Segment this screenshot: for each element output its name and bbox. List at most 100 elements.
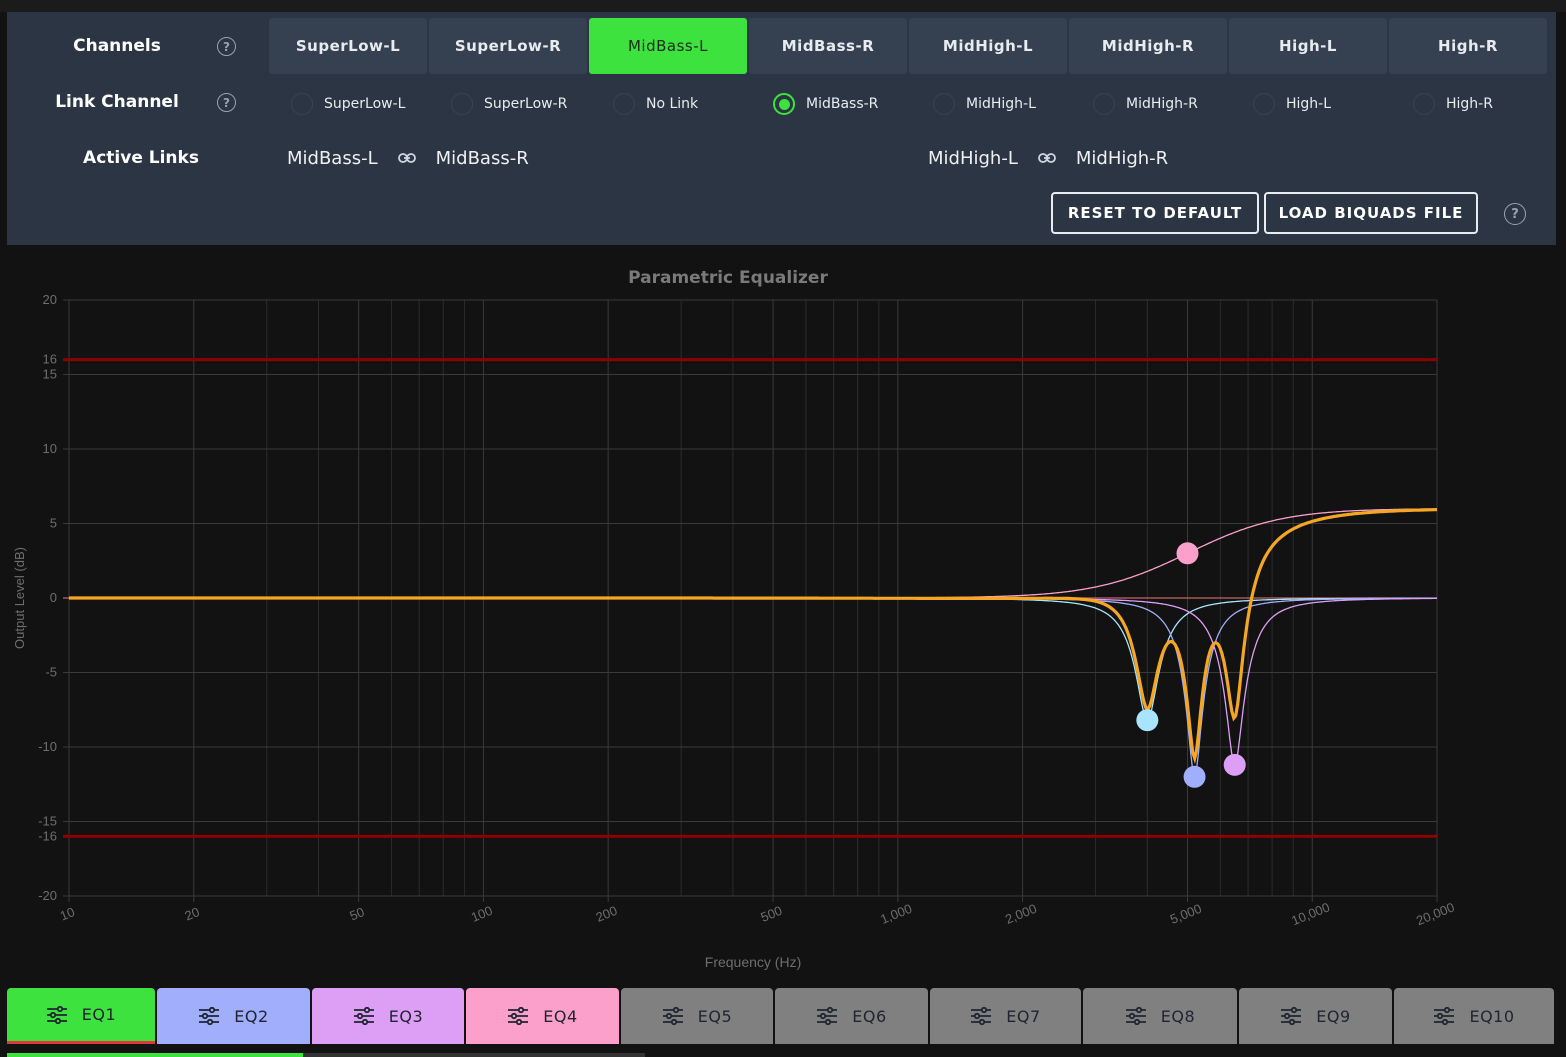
channel-button-midhigh-r[interactable]: MidHigh-R [1069, 18, 1227, 74]
y-tick-label: -10 [38, 739, 57, 754]
eq-tab-label: EQ3 [388, 1006, 424, 1026]
active-links-label: Active Links [83, 148, 199, 168]
y-tick-label: 15 [43, 367, 57, 382]
radio-circle-icon[interactable] [1413, 93, 1435, 115]
y-tick-label: 16 [43, 352, 57, 367]
link-radio-high-l[interactable]: High-L [1253, 92, 1331, 116]
link-radio-midhigh-r[interactable]: MidHigh-R [1093, 92, 1198, 116]
radio-circle-icon[interactable] [291, 93, 313, 115]
channel-button-midhigh-l[interactable]: MidHigh-L [909, 18, 1067, 74]
active-link-pair: MidHigh-L MidHigh-R [928, 148, 1168, 169]
x-axis-label: Frequency (Hz) [705, 954, 801, 970]
radio-circle-icon[interactable] [773, 93, 795, 115]
y-tick-label: 5 [50, 516, 57, 531]
link-channel-help-icon[interactable]: ? [217, 93, 236, 112]
eq-tab-eq7[interactable]: EQ7 [930, 988, 1081, 1044]
y-tick-label: -20 [38, 888, 57, 903]
link-radio-label: MidBass-R [806, 96, 879, 112]
radio-circle-icon[interactable] [1093, 93, 1115, 115]
top-strip [0, 0, 1566, 12]
chain-link-icon[interactable] [1037, 149, 1056, 168]
eq-tab-label: EQ5 [697, 1006, 733, 1026]
x-tick-label: 500 [759, 903, 785, 925]
chain-link-icon[interactable] [397, 149, 416, 168]
link-radio-high-r[interactable]: High-R [1413, 92, 1493, 116]
chart-title: Parametric Equalizer [628, 268, 828, 288]
combined-response-curve [69, 508, 1438, 765]
eq-tab-eq9[interactable]: EQ9 [1239, 988, 1392, 1044]
sliders-icon [46, 1005, 67, 1024]
eq-tab-eq1[interactable]: EQ1 [7, 988, 155, 1044]
link-radio-midbass-r[interactable]: MidBass-R [773, 92, 878, 116]
eq-tab-label: EQ4 [543, 1006, 578, 1026]
channel-button-midbass-l[interactable]: MidBass-L [589, 18, 747, 74]
sliders-icon [199, 1007, 220, 1025]
active-tab-underline [7, 1053, 303, 1057]
link-radio-label: High-R [1446, 96, 1493, 112]
eq-tab-label: EQ8 [1160, 1006, 1196, 1026]
radio-circle-icon[interactable] [933, 93, 955, 115]
channel-panel: Channels ? Link Channel ? Active Links S… [7, 12, 1556, 245]
filter-handle-2[interactable] [1183, 765, 1206, 788]
x-tick-label: 2,000 [1003, 901, 1039, 927]
reset-to-default-button[interactable]: RESET TO DEFAULT [1051, 192, 1259, 234]
y-tick-label: -15 [38, 814, 57, 829]
link-radio-superlow-l[interactable]: SuperLow-L [291, 92, 405, 116]
x-tick-label: 50 [347, 904, 366, 923]
load-biquads-button[interactable]: LOAD BIQUADS FILE [1264, 192, 1478, 234]
buttons-help-icon[interactable]: ? [1504, 203, 1526, 225]
link-radio-midhigh-l[interactable]: MidHigh-L [933, 92, 1036, 116]
eq-tab-eq10[interactable]: EQ10 [1394, 988, 1554, 1044]
sliders-icon [1434, 1007, 1455, 1025]
link-radio-no-link[interactable]: No Link [613, 92, 698, 116]
eq-tab-label: EQ2 [234, 1006, 269, 1026]
channel-button-high-l[interactable]: High-L [1229, 18, 1387, 74]
eq-tab-eq6[interactable]: EQ6 [775, 988, 928, 1044]
channels-help-icon[interactable]: ? [217, 37, 236, 56]
link-radio-label: No Link [646, 96, 699, 112]
channel-button-midbass-r[interactable]: MidBass-R [749, 18, 907, 74]
link-radio-superlow-r[interactable]: SuperLow-R [451, 92, 567, 116]
link-target: MidBass-R [435, 148, 529, 169]
eq-tab-eq4[interactable]: EQ4 [466, 988, 619, 1044]
y-tick-label: -5 [45, 665, 57, 680]
channels-label: Channels [73, 36, 161, 56]
channel-button-superlow-r[interactable]: SuperLow-R [429, 18, 587, 74]
link-radio-label: SuperLow-L [324, 96, 406, 112]
link-radio-label: MidHigh-R [1126, 96, 1198, 112]
link-radio-label: MidHigh-L [966, 96, 1036, 112]
radio-circle-icon[interactable] [451, 93, 473, 115]
y-tick-label: -16 [38, 828, 57, 843]
sliders-icon [971, 1007, 992, 1025]
radio-circle-icon[interactable] [1253, 93, 1275, 115]
filter-handle-1[interactable] [1136, 709, 1159, 732]
eq-tab-label: EQ10 [1469, 1006, 1515, 1026]
eq-tabs: EQ1 EQ2 EQ3 EQ4 EQ5 EQ6 EQ7 EQ8 EQ9 EQ10 [7, 988, 1556, 1044]
active-link-pair: MidBass-L MidBass-R [287, 148, 529, 169]
eq-tab-eq2[interactable]: EQ2 [157, 988, 310, 1044]
sliders-icon [662, 1007, 683, 1025]
x-tick-label: 20 [183, 904, 202, 923]
y-tick-label: 20 [43, 292, 57, 307]
eq-tab-eq8[interactable]: EQ8 [1083, 988, 1237, 1044]
eq-tab-label: EQ9 [1316, 1006, 1351, 1026]
eq-tab-eq5[interactable]: EQ5 [621, 988, 773, 1044]
filter-handle-3[interactable] [1223, 753, 1246, 776]
sliders-icon [1281, 1007, 1302, 1025]
channel-button-superlow-l[interactable]: SuperLow-L [269, 18, 427, 74]
eq-tab-eq3[interactable]: EQ3 [312, 988, 464, 1044]
x-tick-label: 200 [594, 903, 620, 925]
sliders-icon [508, 1007, 529, 1025]
link-source: MidHigh-L [928, 148, 1018, 169]
link-source: MidBass-L [287, 148, 378, 169]
filter-handle-4[interactable] [1176, 542, 1199, 565]
x-tick-label: 10,000 [1289, 899, 1331, 928]
y-tick-label: 10 [43, 441, 57, 456]
eq-tab-label: EQ1 [81, 1005, 117, 1024]
eq-tab-label: EQ6 [852, 1006, 887, 1026]
x-tick-label: 10 [58, 904, 77, 923]
link-radio-label: High-L [1286, 96, 1332, 112]
radio-circle-icon[interactable] [613, 93, 635, 115]
channel-button-high-r[interactable]: High-R [1389, 18, 1547, 74]
